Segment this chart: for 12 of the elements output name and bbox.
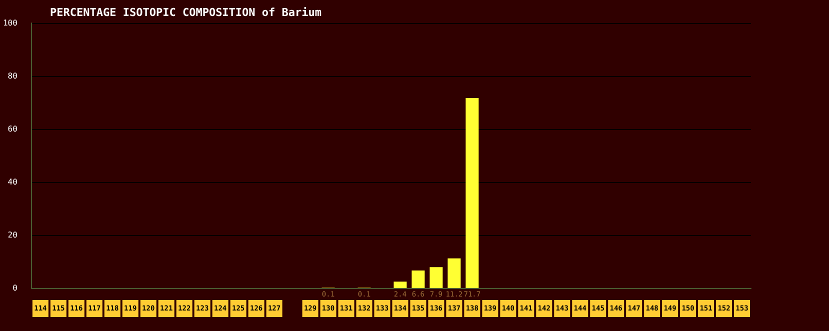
y-tick-label: 80	[8, 72, 18, 80]
y-tick-label: 100	[2, 18, 18, 28]
bar	[412, 270, 425, 288]
bar	[430, 267, 443, 288]
bar	[394, 282, 407, 288]
y-tick-label: 0	[12, 284, 18, 292]
chart-title: PERCENTAGE ISOTOPIC COMPOSITION of Barium	[50, 6, 322, 19]
y-tick-label: 60	[8, 124, 18, 134]
y-tick-label: 40	[8, 178, 18, 186]
bar	[448, 258, 461, 288]
y-tick-label: 20	[8, 230, 18, 240]
bar	[466, 98, 479, 288]
